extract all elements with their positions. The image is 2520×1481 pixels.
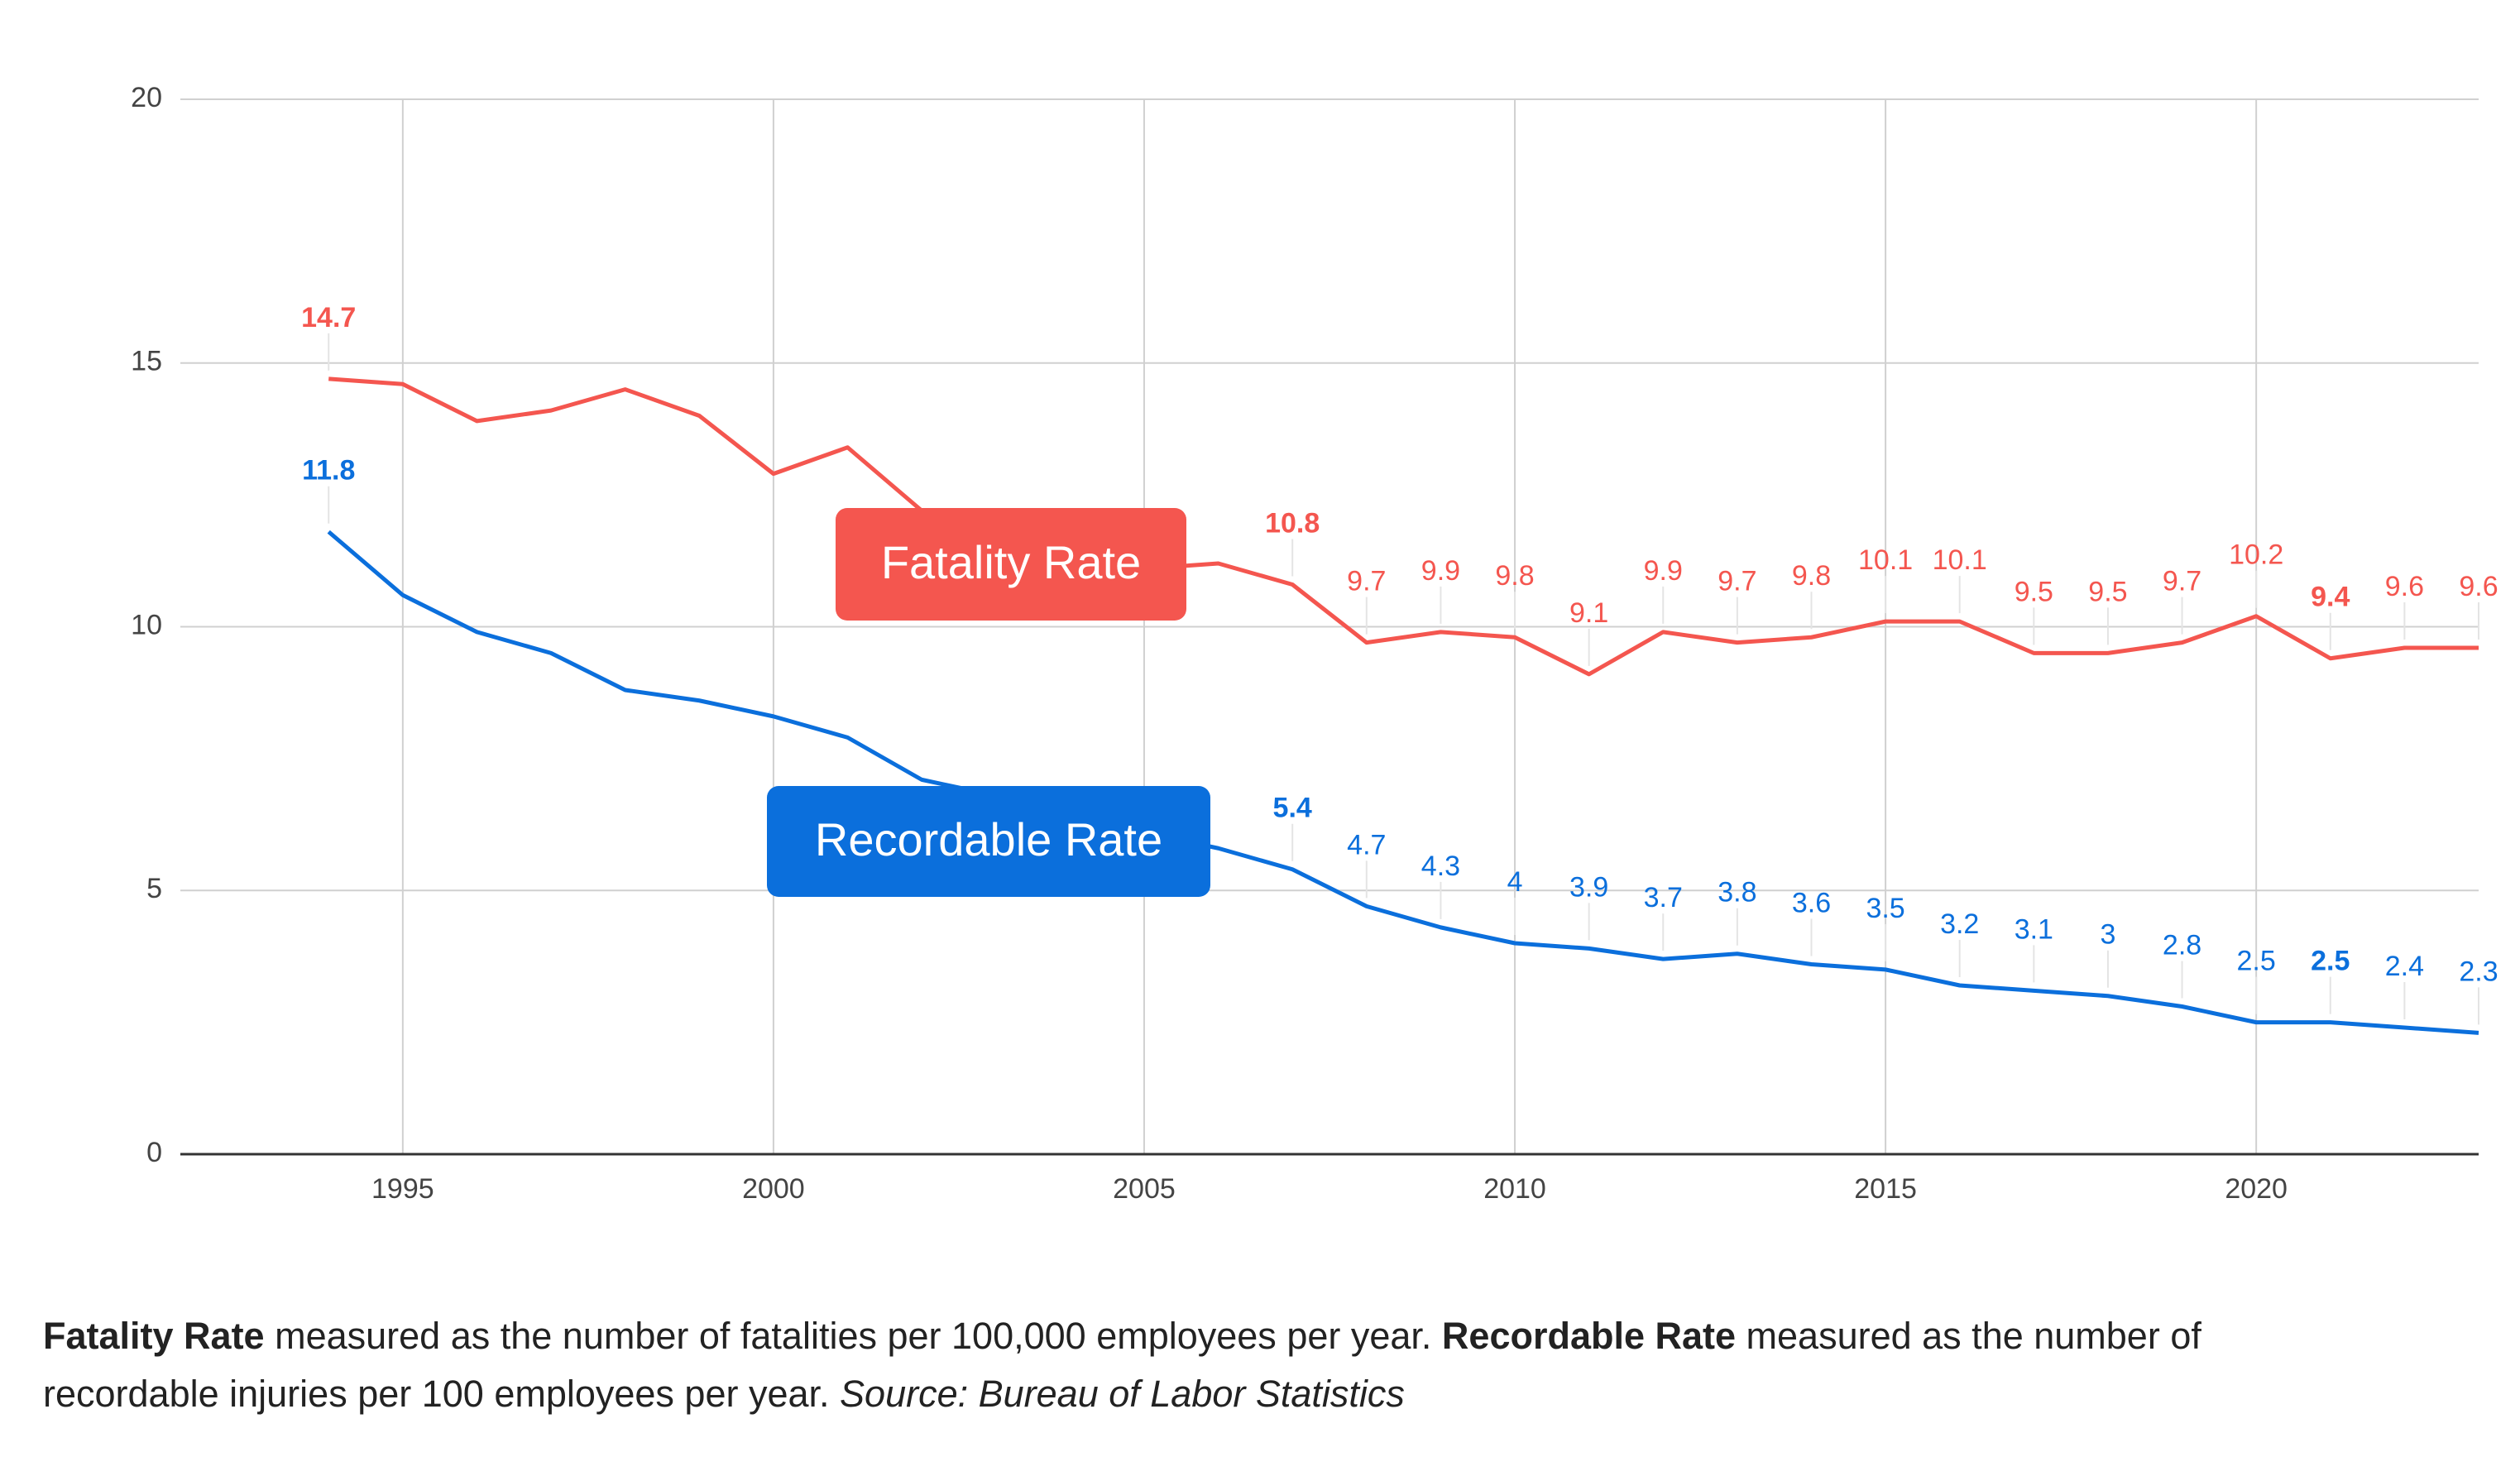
data-label: 3.1 bbox=[2015, 913, 2053, 945]
data-label: 11.8 bbox=[302, 455, 355, 486]
x-tick-label: 2005 bbox=[1113, 1173, 1176, 1205]
data-label: 10.1 bbox=[1858, 544, 1913, 576]
data-label: 10.8 bbox=[1265, 507, 1320, 539]
y-tick-label: 15 bbox=[131, 346, 162, 377]
y-tick-label: 0 bbox=[146, 1137, 162, 1168]
data-label: 4.3 bbox=[1421, 851, 1460, 882]
footnote-text: measured as the number of fatalities per… bbox=[264, 1315, 1442, 1357]
y-tick-label: 5 bbox=[146, 873, 162, 904]
data-label: 9.8 bbox=[1792, 560, 1831, 592]
x-tick-label: 2020 bbox=[2225, 1173, 2288, 1205]
footnote: Fatality Rate measured as the number of … bbox=[43, 1307, 2293, 1423]
x-tick-label: 2000 bbox=[742, 1173, 805, 1205]
y-tick-label: 10 bbox=[131, 609, 162, 640]
data-label: 5.4 bbox=[1273, 793, 1312, 824]
data-label: 4.7 bbox=[1347, 829, 1386, 860]
data-label: 2.5 bbox=[2311, 946, 2350, 977]
footnote-text: measured as the number of recordable inj… bbox=[43, 1315, 2201, 1415]
data-label: 9.5 bbox=[2088, 576, 2127, 607]
data-label: 3.2 bbox=[1940, 908, 1979, 940]
data-label: 3 bbox=[2100, 919, 2115, 951]
data-label: 3.6 bbox=[1792, 887, 1831, 918]
series-label: Fatality Rate bbox=[881, 536, 1141, 588]
series-label: Recordable Rate bbox=[815, 813, 1162, 865]
data-label: 4 bbox=[1507, 866, 1523, 898]
data-label: 3.9 bbox=[1569, 871, 1608, 903]
chart: 0 5 10 15 20 1995 2000 2005 2010 2015 2020 14.7 10.8… bbox=[131, 82, 2498, 1205]
data-label: 9.5 bbox=[2015, 576, 2053, 607]
data-label: 14.7 bbox=[301, 302, 356, 333]
footnote-term: Fatality Rate bbox=[43, 1315, 265, 1357]
data-label: 2.8 bbox=[2163, 929, 2201, 961]
data-label: 9.7 bbox=[1718, 566, 1756, 597]
data-label: 9.6 bbox=[2385, 571, 2424, 602]
data-label: 10.2 bbox=[2229, 539, 2283, 571]
data-label: 9.4 bbox=[2311, 582, 2350, 613]
data-label: 10.1 bbox=[1933, 544, 1987, 576]
data-label: 9.9 bbox=[1644, 555, 1683, 587]
x-tick-label: 2010 bbox=[1483, 1173, 1546, 1205]
data-label: 3.7 bbox=[1644, 882, 1683, 913]
data-label: 3.5 bbox=[1866, 893, 1904, 924]
series-label-box bbox=[767, 786, 1210, 897]
data-label: 9.6 bbox=[2459, 571, 2498, 602]
data-label: 9.9 bbox=[1421, 555, 1460, 587]
series-label-box bbox=[836, 508, 1186, 621]
series-line bbox=[328, 376, 2479, 677]
footnote-source: Source: Bureau of Labor Statistics bbox=[840, 1373, 1405, 1415]
x-tick-label: 2015 bbox=[1854, 1173, 1917, 1205]
data-label: 9.1 bbox=[1569, 597, 1608, 629]
data-label: 9.7 bbox=[2163, 566, 2201, 597]
data-label: 2.4 bbox=[2385, 951, 2424, 982]
y-tick-label: 20 bbox=[131, 82, 162, 113]
data-label: 2.5 bbox=[2237, 946, 2276, 977]
data-label: 9.8 bbox=[1495, 560, 1534, 592]
data-label: 9.7 bbox=[1347, 566, 1386, 597]
x-tick-label: 1995 bbox=[371, 1173, 434, 1205]
series-line bbox=[327, 530, 2479, 1035]
data-label: 2.3 bbox=[2459, 956, 2498, 987]
footnote-term: Recordable Rate bbox=[1441, 1315, 1737, 1357]
data-label: 3.8 bbox=[1718, 877, 1756, 908]
